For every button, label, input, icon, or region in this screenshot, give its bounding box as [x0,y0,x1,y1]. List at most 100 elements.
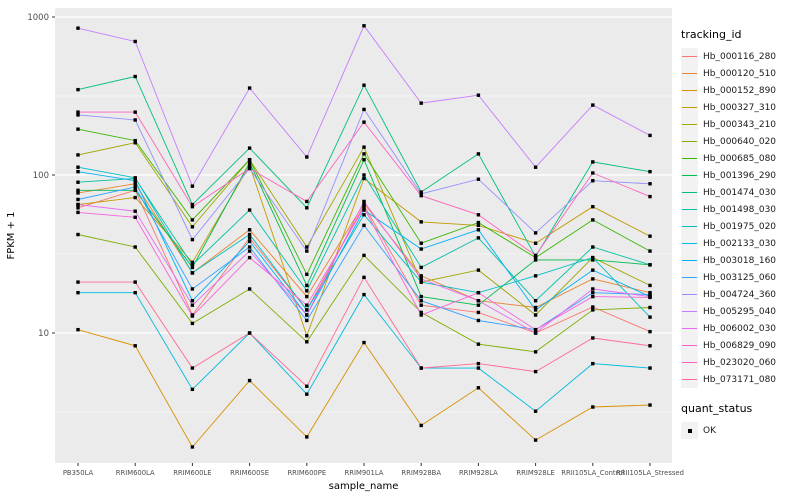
data-point [247,157,252,162]
data-point [305,303,309,307]
data-point [476,213,481,217]
x-tick-label: RRIM928LE [516,469,554,477]
data-point [190,218,195,222]
data-point [76,110,80,114]
legend-entry-label: Hb_000685_080 [703,153,777,164]
legend-key-swatch [681,133,698,150]
data-point [133,215,137,219]
data-point [76,165,80,169]
data-point [476,228,481,232]
data-point [648,366,652,370]
data-point [533,299,538,303]
legend-entry: Hb_002133_030 [681,235,799,252]
data-point [362,199,366,204]
point-marker-icon [687,428,692,433]
data-point [190,321,195,326]
x-axis-title: sample_name [329,481,399,492]
data-point [419,280,423,284]
legend-key-swatch [681,201,698,218]
data-point [190,299,195,303]
legend-entry-label: Hb_000327_310 [703,102,777,113]
data-point [591,245,595,249]
legend-entry-label: Hb_000120_510 [703,68,777,79]
legend-key-line [682,277,697,279]
data-point [476,318,481,323]
data-point [419,192,423,196]
data-point [362,24,366,28]
data-point [76,188,80,193]
data-point [76,280,80,284]
data-point [305,289,309,293]
data-point [648,182,652,186]
data-point [362,203,366,208]
legend-key-line [682,175,697,177]
quant-status-key-swatch [681,422,698,439]
legend-key-swatch [681,82,698,99]
data-point [305,249,309,253]
data-point [76,290,80,295]
data-point [476,299,481,303]
data-point [76,232,80,237]
data-point [419,303,423,307]
x-tick-label: RRII105LA_Stressed [616,469,684,477]
data-point [190,366,195,370]
data-point [362,107,366,112]
data-point [591,171,595,175]
legend-key-swatch [681,252,698,269]
data-point [247,163,252,168]
legend2-entries: OK [681,422,799,439]
data-point [305,308,309,312]
x-tick-label: RRIM928BA [401,469,441,477]
data-point [591,336,595,340]
data-point [362,340,366,345]
data-point [76,206,80,210]
quant-status-label: OK [703,425,716,436]
data-point [190,445,195,449]
legend-entry: Hb_000120_510 [681,65,799,82]
plot-panel [55,8,672,463]
legend-key-line [682,294,697,296]
data-point [305,155,309,159]
data-point [362,208,366,212]
legend-entry-label: Hb_004724_360 [703,289,777,300]
legend-entry-label: Hb_003018_160 [703,255,777,266]
legend-key-swatch [681,150,698,167]
data-point [419,310,423,315]
data-point [247,208,252,212]
data-point [419,423,423,428]
data-point [476,290,481,295]
legend-entry: Hb_073171_080 [681,371,799,388]
data-point [362,223,366,228]
data-point [533,231,538,235]
data-point [476,361,481,366]
data-point [76,87,80,92]
legend-entry: Hb_003018_160 [681,252,799,269]
data-point [133,209,137,213]
legend-entry-label: Hb_001474_030 [703,187,777,198]
legend-key-line [682,56,697,58]
legend-key-line [682,209,697,211]
legend-entry-label: Hb_006002_030 [703,323,777,334]
data-point [133,290,137,295]
data-point [476,342,481,346]
data-point [476,220,481,225]
data-point [305,283,309,288]
data-point [476,152,481,156]
data-point [305,272,309,277]
legend-entry: Hb_006829_090 [681,337,799,354]
x-tick-label: PB350LA [63,469,94,477]
legend-key-line [682,90,697,92]
data-point [648,315,652,319]
legend-key-line [682,107,697,109]
x-tick-label: RRIM600LE [173,469,211,477]
data-point [591,287,595,291]
data-point [591,405,595,409]
legend-entry: Hb_004724_360 [681,286,799,303]
data-point [133,118,137,122]
data-point [648,234,652,238]
data-point [648,305,652,310]
data-point [533,331,538,335]
legend-key-line [682,345,697,347]
data-point [533,165,538,169]
